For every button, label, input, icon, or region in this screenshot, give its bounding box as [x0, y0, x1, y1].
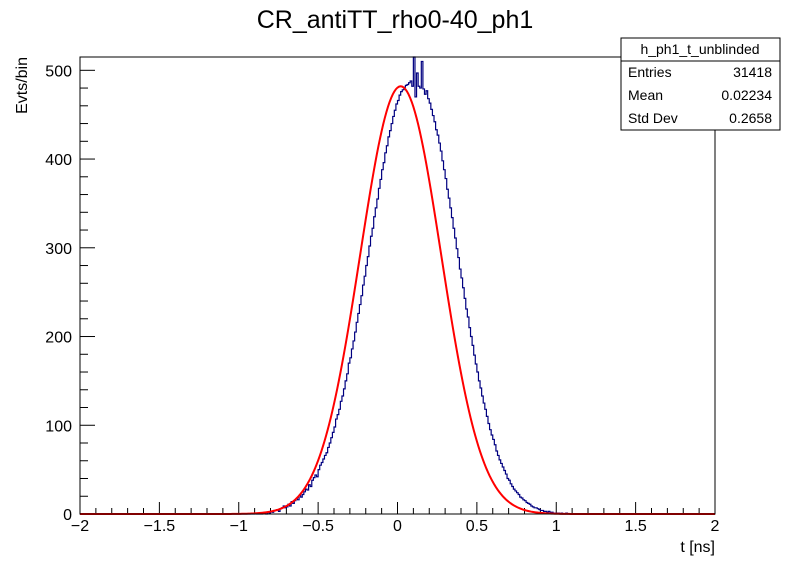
x-tick-label--2: −2	[71, 518, 89, 535]
y-tick-label-100: 100	[45, 418, 72, 435]
y-tick-label-400: 400	[45, 152, 72, 169]
y-tick-label-300: 300	[45, 241, 72, 258]
x-tick-label-0: 0	[393, 518, 402, 535]
x-tick-label-1-5: 1.5	[625, 518, 647, 535]
stats-label-entries: Entries	[628, 64, 672, 80]
x-tick-label-1: 1	[552, 518, 561, 535]
stats-value-mean: 0.02234	[721, 87, 772, 103]
y-tick-label-0: 0	[63, 507, 72, 524]
x-tick-labels: −2 −1.5 −1 −0.5 0 0.5 1 1.5 2	[71, 518, 720, 535]
stats-box-title: h_ph1_t_unblinded	[640, 41, 759, 57]
y-tick-label-200: 200	[45, 330, 72, 347]
x-tick-label--1: −1	[230, 518, 248, 535]
stats-box: h_ph1_t_unblinded Entries 31418 Mean 0.0…	[620, 37, 781, 131]
stats-value-std-dev: 0.2658	[729, 110, 772, 126]
plot-frame	[79, 56, 716, 515]
x-axis-title: t [ns]	[680, 539, 715, 556]
chart-title: CR_antiTT_rho0-40_ph1	[257, 6, 534, 34]
y-tick-label-500: 500	[45, 63, 72, 80]
histogram-outline	[80, 56, 715, 515]
stats-label-mean: Mean	[628, 87, 663, 103]
x-tick-label-0-5: 0.5	[466, 518, 488, 535]
y-axis-title: Evts/bin	[14, 57, 31, 114]
stats-value-entries: 31418	[733, 64, 772, 80]
x-tick-label-2: 2	[711, 518, 720, 535]
x-tick-label--0-5: −0.5	[302, 518, 334, 535]
y-tick-labels: 0 100 200 300 400 500	[45, 63, 72, 524]
x-tick-label--1-5: −1.5	[144, 518, 176, 535]
stats-label-std-dev: Std Dev	[628, 110, 678, 126]
stats-box-frame	[620, 37, 781, 131]
histogram-series	[80, 56, 715, 515]
